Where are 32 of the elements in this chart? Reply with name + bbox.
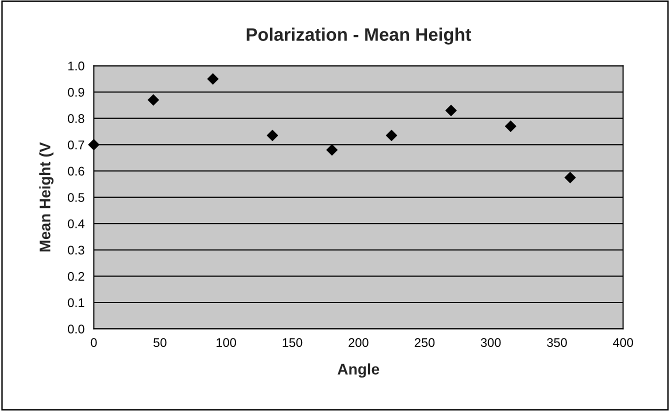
- y-axis-title: Mean Height (V: [39, 142, 54, 252]
- point: [564, 172, 576, 184]
- point: [266, 130, 278, 142]
- x-tick-label: 350: [546, 338, 567, 348]
- x-tick-label: 400: [612, 338, 634, 348]
- x-tick-label: 100: [216, 338, 236, 348]
- point: [445, 104, 457, 116]
- point: [207, 73, 219, 85]
- y-tick-label: 0.2: [68, 272, 84, 281]
- y-tick-label: 0.0: [68, 324, 84, 334]
- x-tick-label: 150: [282, 338, 302, 348]
- y-tick-label: 0.6: [68, 166, 84, 176]
- y-tick-label: 0.8: [68, 114, 84, 124]
- y-tick-label: 0.9: [68, 88, 84, 97]
- point: [386, 130, 398, 142]
- y-tick-label: 0.5: [68, 193, 84, 202]
- x-tick-label: 50: [154, 338, 166, 348]
- point: [88, 138, 100, 150]
- x-tick-label: 0: [90, 338, 97, 348]
- y-tick-label: 0.7: [68, 140, 84, 150]
- y-tick-label: 1.0: [68, 62, 84, 70]
- x-tick-label: 250: [414, 338, 435, 348]
- x-axis-title: Angle: [338, 363, 380, 378]
- x-tick-label: 200: [348, 338, 368, 348]
- point: [504, 120, 516, 132]
- point: [326, 144, 338, 156]
- y-tick-label: 0.4: [68, 219, 84, 228]
- chart-title: Polarization - Mean Height: [246, 28, 472, 45]
- x-tick-label: 300: [480, 338, 501, 348]
- y-tick-label: 0.3: [68, 246, 84, 255]
- point: [148, 94, 160, 106]
- y-tick-label: 0.1: [68, 298, 84, 308]
